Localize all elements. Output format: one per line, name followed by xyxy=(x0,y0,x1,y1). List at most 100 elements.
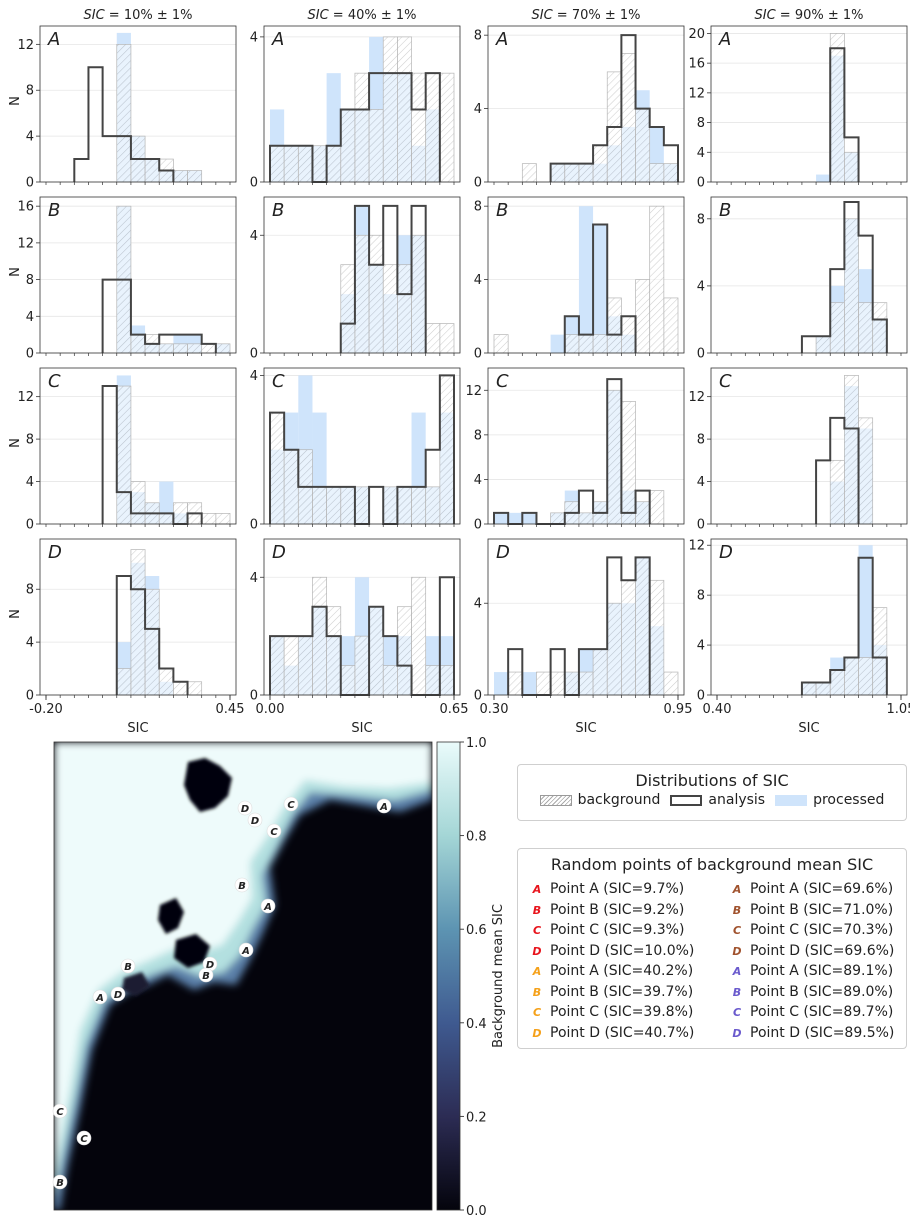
legend-label-processed: processed xyxy=(813,792,885,808)
y-tick-label: 8 xyxy=(26,84,34,99)
y-tick-label: 4 xyxy=(26,636,34,651)
background-bar xyxy=(187,681,203,696)
background-bar xyxy=(215,513,231,525)
panel-letter: B xyxy=(496,200,508,221)
y-tick-label: 12 xyxy=(688,390,705,405)
background-bar xyxy=(578,334,594,354)
background-bar xyxy=(382,486,398,525)
background-bar xyxy=(283,635,299,696)
histogram-panel: 0 4 8 12 C N xyxy=(8,367,237,533)
background-bar xyxy=(116,385,132,525)
background-bar xyxy=(663,163,679,183)
y-tick-label: 4 xyxy=(474,102,482,117)
background-bar xyxy=(649,490,665,525)
y-tick-label: 8 xyxy=(697,433,705,448)
colorbar-tick-label: 0.0 xyxy=(466,1204,487,1217)
y-tick-label: 0 xyxy=(474,689,482,704)
panel-letter: C xyxy=(719,371,732,392)
y-tick-label: 8 xyxy=(474,29,482,44)
points-legend-item: C Point C (SIC=39.8%) xyxy=(532,1003,728,1023)
background-bar xyxy=(326,606,342,696)
point-marker-icon: C xyxy=(532,924,542,937)
background-bar xyxy=(201,343,217,354)
background-bar xyxy=(340,486,356,525)
background-bar xyxy=(144,588,160,696)
background-bar xyxy=(411,486,427,525)
background-bar xyxy=(173,681,188,696)
column-title: SIC = 90% ± 1% xyxy=(754,8,863,23)
panel-letter: C xyxy=(496,371,509,392)
points-legend-item: A Point A (SIC=9.7%) xyxy=(532,880,728,900)
y-tick-label: 4 xyxy=(250,369,258,384)
processed-bar xyxy=(494,512,509,524)
background-bar xyxy=(649,579,665,696)
panel-letter: B xyxy=(272,200,284,221)
points-legend-item: B Point B (SIC=89.0%) xyxy=(732,983,910,1003)
processed-bar xyxy=(816,174,831,182)
y-tick-label: 0 xyxy=(474,347,482,362)
map-marker-letter: A xyxy=(263,902,272,913)
y-tick-label: 0 xyxy=(697,347,705,362)
point-marker-icon: D xyxy=(532,1026,542,1040)
background-bar xyxy=(439,323,455,354)
analysis-step xyxy=(829,47,860,182)
background-bar xyxy=(425,665,441,696)
histogram-panel: 0 4 A xyxy=(250,25,461,191)
point-label: Point C (SIC=70.3%) xyxy=(750,922,894,938)
background-bar xyxy=(312,486,327,525)
processed-bar xyxy=(522,672,537,695)
point-label: Point A (SIC=9.7%) xyxy=(550,881,685,897)
background-bar xyxy=(397,486,412,525)
point-label: Point D (SIC=40.7%) xyxy=(550,1024,695,1041)
panel-letter: C xyxy=(272,371,285,392)
y-tick-label: 12 xyxy=(465,384,482,399)
background-bar xyxy=(829,33,845,183)
map-marker-letter: A xyxy=(241,946,250,957)
background-bar xyxy=(158,343,174,354)
background-bar xyxy=(621,53,636,183)
points-legend-item: D Point D (SIC=40.7%) xyxy=(532,1024,728,1044)
x-tick-label: 0.00 xyxy=(256,702,285,717)
background-bar xyxy=(621,315,636,354)
background-bar xyxy=(425,486,441,525)
map-marker: D xyxy=(110,986,126,1002)
x-axis-label: SIC xyxy=(798,721,819,736)
background-bar xyxy=(215,343,231,354)
background-bar xyxy=(297,145,313,183)
map-marker-letter: C xyxy=(270,827,278,838)
map-marker-letter: A xyxy=(379,802,388,813)
analysis-step xyxy=(101,385,203,525)
y-tick-label: 0 xyxy=(26,176,34,191)
processed-swatch xyxy=(775,794,808,806)
point-label: Point C (SIC=39.8%) xyxy=(550,1004,694,1020)
sic-map xyxy=(54,742,432,1210)
background-bar xyxy=(439,375,455,525)
background-bar xyxy=(368,109,384,183)
y-tick-label: 12 xyxy=(688,539,705,554)
background-bar xyxy=(397,36,412,183)
point-label: Point D (SIC=10.0%) xyxy=(550,942,695,959)
point-marker-icon: B xyxy=(532,903,542,917)
histogram-panel: 0 4 8 12 A N xyxy=(8,25,237,191)
point-label: Point B (SIC=89.0%) xyxy=(750,983,894,1000)
legend-label-background: background xyxy=(577,792,661,808)
histogram-panel: 0 4 D 0.30 0.95 SIC xyxy=(474,538,692,736)
background-bar xyxy=(439,72,455,183)
point-marker-icon: C xyxy=(532,1006,542,1019)
background-bar xyxy=(354,635,370,696)
x-tick-label: 0.45 xyxy=(216,702,245,717)
point-label: Point A (SIC=89.1%) xyxy=(750,963,894,979)
background-bar xyxy=(550,163,566,183)
y-tick-label: 4 xyxy=(26,475,34,490)
background-bar xyxy=(801,682,817,696)
map-marker-letter: B xyxy=(202,971,210,982)
y-tick-label: 0 xyxy=(250,176,258,191)
map-marker: B xyxy=(120,958,136,974)
background-bar xyxy=(606,602,622,696)
background-bar xyxy=(269,145,285,183)
background-bar xyxy=(829,669,845,696)
background-bar xyxy=(621,401,636,525)
y-tick-label: 20 xyxy=(688,27,705,42)
x-tick-label: 1.05 xyxy=(887,702,910,717)
